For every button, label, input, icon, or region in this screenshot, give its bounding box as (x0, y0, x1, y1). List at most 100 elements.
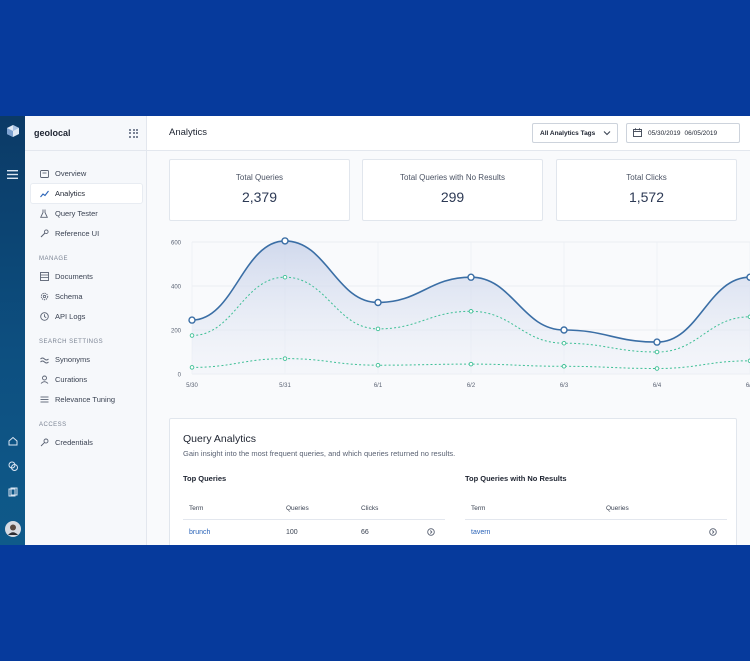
date-start: 05/30/2019 (648, 129, 681, 137)
view-details-icon[interactable] (709, 528, 717, 538)
synonyms-icon (39, 355, 49, 365)
stat-label: Total Queries with No Results (400, 173, 505, 182)
logo-icon[interactable] (4, 122, 21, 139)
query-term-link[interactable]: brunch (189, 529, 211, 536)
divider (183, 519, 445, 520)
data-point (560, 326, 568, 334)
nav-section-manage: MANAGE (39, 256, 69, 262)
data-point (561, 364, 567, 369)
stat-label: Total Queries (235, 173, 284, 182)
stat-value: 1,572 (628, 189, 665, 205)
x-tick-label: 6/1 (374, 383, 383, 389)
sidebar-item-schema[interactable]: Schema (31, 287, 142, 306)
no-results-heading: Top Queries with No Results (465, 474, 567, 483)
sidebar-item-label: Credentials (55, 438, 93, 447)
sidebar-item-credentials[interactable]: Credentials (31, 433, 142, 452)
sliders-icon (39, 395, 49, 405)
query-analytics-subtitle: Gain insight into the most frequent quer… (183, 449, 456, 458)
sidebar-item-label: Synonyms (55, 355, 91, 364)
overview-icon (39, 169, 49, 179)
sidebar-item-relevance-tuning[interactable]: Relevance Tuning (31, 390, 142, 409)
column-header-term[interactable]: Term (471, 505, 486, 512)
data-point (188, 316, 196, 324)
sidebar-item-label: Curations (55, 375, 88, 384)
avatar[interactable] (4, 520, 21, 537)
sidebar-item-curations[interactable]: Curations (31, 370, 142, 389)
sidebar-item-label: Relevance Tuning (55, 395, 116, 404)
stat-value: 2,379 (241, 189, 278, 205)
sidebar-item-api-logs[interactable]: API Logs (31, 307, 142, 326)
top-queries-heading: Top Queries (183, 474, 227, 483)
wrench-icon (39, 229, 49, 239)
app-rail (0, 116, 25, 545)
query-term-link[interactable]: tavern (471, 529, 491, 536)
data-point (375, 362, 381, 368)
x-tick-label: 5/30 (186, 383, 198, 389)
y-tick-label: 600 (171, 241, 182, 247)
sidebar-item-documents[interactable]: Documents (31, 267, 142, 286)
data-point (654, 366, 660, 371)
sidebar-item-label: API Logs (55, 312, 86, 321)
x-tick-label: 6/4 (653, 383, 662, 389)
date-end: 06/05/2019 (684, 129, 718, 137)
sidebar-item-overview[interactable]: Overview (31, 164, 142, 183)
sidebar: geolocal Overview Analytics Query Tester Re… (25, 116, 147, 545)
chat-icon[interactable] (4, 457, 21, 474)
sidebar-item-synonyms[interactable]: Synonyms (31, 350, 142, 369)
sidebar-item-query-tester[interactable]: Query Tester (31, 204, 142, 223)
data-point (468, 361, 474, 367)
docs-icon[interactable] (4, 483, 21, 500)
x-tick-label: 5/31 (279, 383, 291, 389)
view-details-icon[interactable] (427, 528, 435, 538)
sidebar-item-label: Query Tester (55, 209, 98, 218)
nav-search-settings: Synonyms Curations Relevance Tuning (25, 350, 146, 409)
date-range-picker[interactable]: 05/30/2019 06/05/2019 (626, 123, 740, 143)
sidebar-item-label: Documents (55, 272, 93, 281)
column-header-clicks[interactable]: Clicks (361, 505, 379, 512)
column-header-queries[interactable]: Queries (606, 505, 629, 512)
column-header-queries[interactable]: Queries (286, 505, 309, 512)
query-count: 100 (286, 529, 298, 536)
calendar-icon (633, 127, 642, 139)
analytics-tags-select[interactable]: All Analytics Tags (532, 123, 618, 143)
stat-card-no-results: Total Queries with No Results 299 (362, 159, 543, 221)
sidebar-item-reference-ui[interactable]: Reference UI (31, 224, 142, 243)
data-point (282, 274, 288, 280)
engine-name: geolocal (34, 128, 71, 138)
stat-value: 299 (440, 189, 465, 205)
analytics-chart-svg: 0 200 400 600 5/30 5/31 6/1 6/2 6/3 6/4 6/5 (171, 237, 750, 389)
data-point (467, 273, 475, 281)
gear-icon (39, 292, 49, 302)
x-tick-label: 6/5 (746, 383, 750, 389)
column-header-term[interactable]: Term (189, 505, 204, 512)
data-point (746, 273, 750, 281)
click-count: 66 (361, 529, 369, 536)
chevron-down-icon (603, 129, 611, 139)
sidebar-item-analytics[interactable]: Analytics (31, 184, 142, 203)
analytics-tags-value: All Analytics Tags (540, 129, 596, 137)
series-area (192, 240, 750, 374)
key-icon (39, 438, 49, 448)
data-point (189, 365, 195, 370)
data-point (561, 340, 567, 346)
nav-section-access: ACCESS (39, 422, 67, 428)
nav-primary: Overview Analytics Query Tester Reference U… (25, 164, 146, 243)
engine-switcher[interactable]: geolocal (25, 116, 146, 151)
home-icon[interactable] (4, 432, 21, 449)
menu-icon[interactable] (4, 166, 21, 183)
page-title: Analytics (169, 127, 208, 138)
page-header: Analytics All Analytics Tags 05/30/2019 … (147, 116, 750, 151)
sidebar-item-label: Overview (55, 169, 87, 178)
data-point (374, 298, 382, 307)
data-point (468, 309, 474, 314)
curations-icon (39, 375, 49, 385)
data-point (282, 356, 288, 361)
nav-access: Credentials (25, 433, 146, 452)
main-content: Analytics All Analytics Tags 05/30/2019 … (147, 116, 750, 545)
y-tick-label: 0 (178, 373, 182, 379)
stat-label: Total Clicks (626, 173, 667, 182)
divider (465, 519, 727, 520)
apps-grid-icon[interactable] (129, 128, 138, 138)
sidebar-item-label: Schema (55, 292, 83, 301)
data-point (653, 338, 661, 346)
